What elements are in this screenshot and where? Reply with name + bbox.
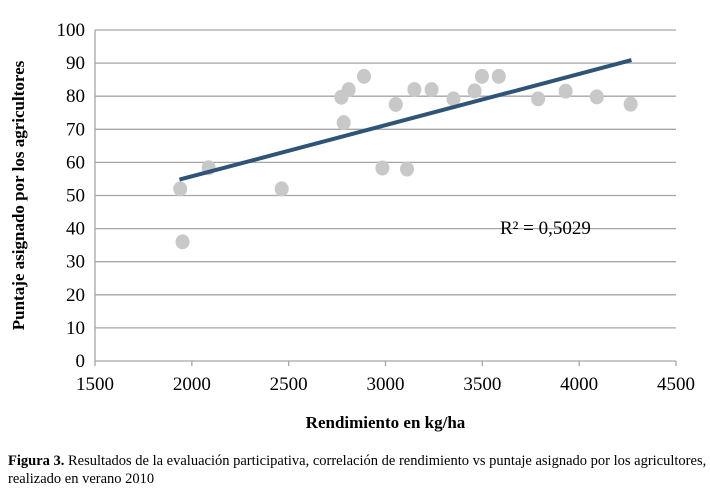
y-tick-label: 50: [66, 186, 85, 207]
data-point: [558, 83, 573, 99]
data-point: [357, 68, 372, 84]
data-point: [341, 82, 356, 98]
y-tick-label: 60: [66, 152, 85, 173]
y-tick-label: 80: [66, 86, 85, 107]
y-axis-title: Puntaje asignado por los agricultores: [9, 60, 28, 330]
data-point: [375, 160, 390, 176]
data-point: [623, 96, 638, 112]
data-point: [531, 91, 546, 107]
y-tick-label: 100: [57, 20, 86, 41]
data-point: [424, 82, 439, 98]
data-point: [173, 181, 188, 197]
x-axis-title: Rendimiento en kg/ha: [306, 413, 466, 432]
x-tick-label: 4000: [560, 374, 598, 395]
data-point: [491, 68, 506, 84]
figure-caption: Figura 3. Resultados de la evaluación pa…: [8, 452, 708, 488]
x-tick-label: 4500: [657, 374, 695, 395]
x-tick-label: 2500: [270, 374, 308, 395]
y-tick-label: 40: [66, 219, 85, 240]
data-point: [589, 89, 604, 105]
x-tick-label: 2000: [173, 374, 211, 395]
scatter-chart: 0 10 20 30 40 50 60 70 80 90 100 1500 2000 2500 3000 35…: [9, 20, 695, 432]
data-point: [175, 234, 190, 250]
data-point: [274, 181, 289, 197]
y-tick-label: 10: [66, 318, 85, 339]
y-tick-label: 20: [66, 285, 85, 306]
y-tick-label: 70: [66, 119, 85, 140]
data-point: [467, 83, 482, 99]
r-squared-label: R² = 0,5029: [500, 218, 591, 239]
x-tick-label: 1500: [76, 374, 114, 395]
x-tick-label: 3500: [463, 374, 501, 395]
trendline: [178, 58, 632, 182]
y-tick-label: 90: [66, 53, 85, 74]
data-point: [446, 91, 461, 107]
data-point: [336, 115, 351, 131]
caption-label: Figura 3.: [8, 453, 65, 469]
data-point: [474, 68, 489, 84]
data-point: [399, 161, 414, 177]
y-tick-label: 30: [66, 252, 85, 273]
caption-text: Resultados de la evaluación participativ…: [8, 453, 707, 487]
x-tick-label: 3000: [367, 374, 405, 395]
data-point: [407, 82, 422, 98]
y-tick-label: 0: [76, 351, 86, 372]
data-point: [388, 96, 403, 112]
